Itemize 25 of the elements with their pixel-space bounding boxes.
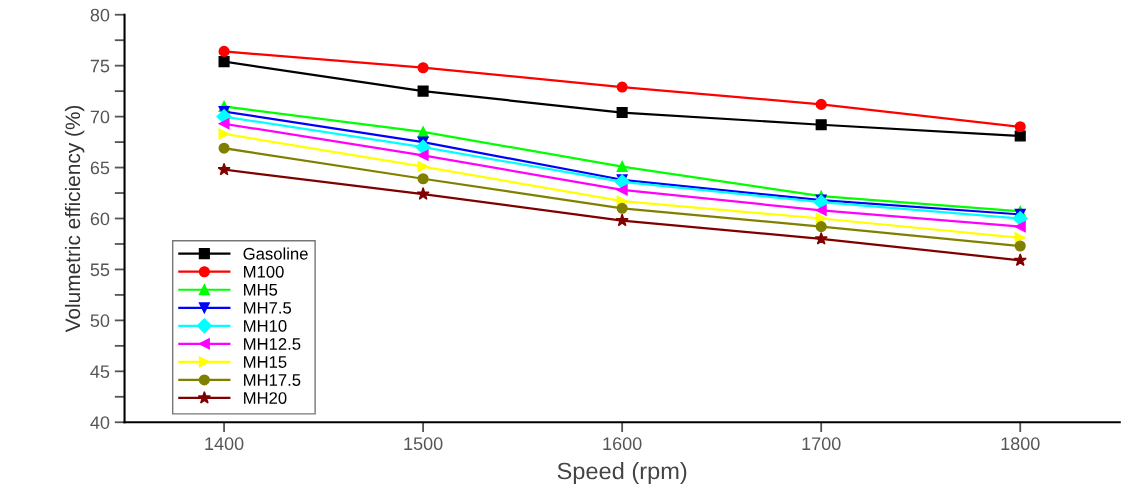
legend-label: MH5 [244,284,278,296]
y-tick-label: 50 [90,314,110,328]
x-tick-label: 1500 [404,437,443,451]
legend-label: MH10 [244,320,287,332]
y-tick-label: 75 [90,59,110,73]
x-tick-label: 1600 [603,437,642,451]
x-tick-label: 1800 [1001,437,1040,451]
legend-label: MH7.5 [244,302,292,314]
y-tick-label: 55 [90,263,110,277]
y-axis-title: Volumetric efficiency (%) [64,105,85,333]
y-tick-label: 80 [90,8,110,22]
x-tick-label: 1700 [802,437,841,451]
y-tick-label: 45 [90,365,110,379]
legend-label: Gasoline [243,247,308,260]
legend-label: M100 [244,265,284,278]
y-tick-label: 40 [90,416,110,429]
legend-label: MH17.5 [244,374,301,386]
legend-label: MH20 [244,392,287,404]
legend-label: MH12.5 [244,338,301,350]
x-tick-label: 1400 [205,437,244,451]
legend-label: MH15 [244,356,287,368]
y-tick-label: 65 [90,161,110,175]
y-tick-label: 70 [90,110,110,124]
y-tick-label: 60 [90,212,110,226]
x-axis-title: Speed (rpm) [557,462,687,485]
